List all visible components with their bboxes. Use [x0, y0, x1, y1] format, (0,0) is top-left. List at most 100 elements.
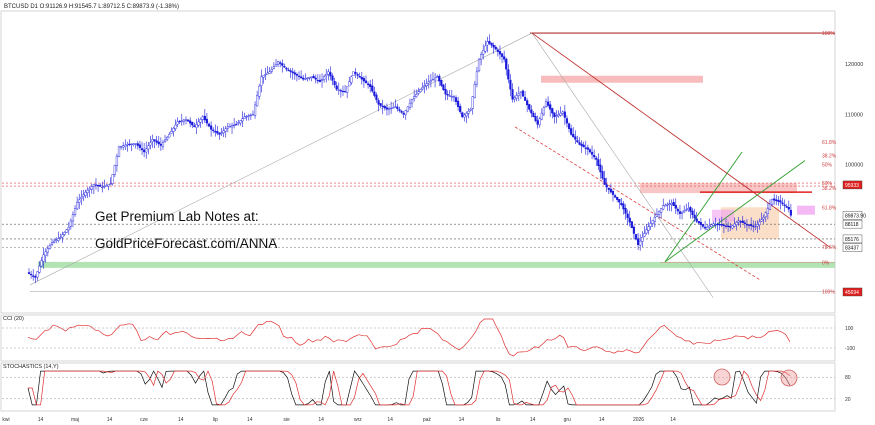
candle-down: [613, 195, 617, 198]
candle-up: [258, 85, 261, 97]
candle-down: [335, 85, 338, 90]
candle-down: [27, 272, 31, 274]
candle-up: [126, 144, 129, 146]
candle-up: [134, 143, 137, 145]
candle-up: [346, 86, 349, 93]
stoch-tick-label: 20: [845, 397, 851, 403]
price-tag-label: 83437: [845, 246, 859, 252]
price-tag-label: 85176: [845, 237, 859, 243]
y-tick-label: 120000: [845, 62, 863, 68]
candle-up: [756, 224, 759, 227]
candle-up: [124, 144, 127, 147]
candle-up: [477, 58, 481, 72]
candle-up: [758, 221, 761, 226]
candle-up: [708, 225, 711, 228]
candle-down: [553, 112, 556, 118]
candle-up: [63, 232, 66, 235]
candle-down: [339, 90, 342, 92]
candle-down: [446, 94, 449, 96]
candle-up: [308, 77, 311, 79]
candle-up: [433, 77, 437, 81]
candle-up: [647, 226, 650, 231]
candle-down: [207, 123, 211, 127]
candle-down: [775, 199, 778, 202]
candle-up: [247, 115, 250, 117]
candle-down: [530, 109, 533, 114]
x-tick-label: lis: [496, 417, 501, 423]
candle-up: [109, 183, 112, 185]
candle-up: [276, 61, 280, 65]
candle-down: [29, 273, 33, 276]
candle-down: [444, 88, 447, 95]
candle-down: [729, 226, 732, 228]
candle-up: [40, 260, 43, 267]
candle-up: [425, 83, 428, 86]
candle-up: [71, 214, 75, 222]
stoch-highlight-circle: [780, 369, 798, 387]
candle-down: [572, 133, 575, 138]
price-tag-label: 88118: [845, 222, 859, 228]
candle-up: [467, 111, 470, 114]
candle-down: [281, 63, 284, 66]
candle-up: [249, 114, 252, 116]
candle-up: [754, 226, 757, 228]
candle-down: [191, 122, 194, 126]
candle-down: [496, 49, 499, 52]
candle-up: [260, 76, 263, 86]
candle-down: [689, 207, 692, 212]
candle-up: [38, 265, 41, 273]
candle-down: [279, 62, 282, 64]
candle-down: [570, 128, 573, 135]
candle-down: [605, 184, 608, 188]
fib-label: 38.2%: [822, 153, 837, 159]
candle-down: [536, 120, 539, 125]
candle-up: [421, 87, 424, 90]
candle-down: [526, 100, 529, 106]
fib-label: 61.8%: [822, 206, 837, 212]
candle-down: [364, 80, 368, 84]
candle-down: [551, 108, 554, 114]
candle-up: [712, 223, 715, 226]
candle-down: [214, 131, 217, 133]
candle-down: [789, 209, 793, 216]
candle-up: [161, 142, 165, 147]
candle-up: [88, 188, 91, 190]
candle-down: [547, 101, 550, 106]
candle-down: [488, 41, 491, 44]
candle-down: [354, 72, 357, 74]
candle-up: [350, 76, 353, 83]
candle-up: [82, 194, 85, 197]
candle-down: [630, 221, 633, 229]
candle-up: [557, 114, 560, 117]
candle-up: [69, 220, 72, 227]
price-tag-box: [842, 287, 863, 297]
candle-up: [641, 237, 644, 242]
candle-down: [781, 202, 784, 205]
candle-up: [643, 233, 646, 237]
candle-down: [500, 53, 504, 57]
candle-down: [586, 147, 589, 150]
candle-up: [55, 239, 58, 241]
candle-down: [574, 136, 577, 140]
candle-down: [609, 188, 612, 193]
candle-up: [687, 207, 690, 210]
candle-down: [628, 217, 631, 223]
fib-label: 50%: [822, 163, 833, 169]
candle-down: [461, 112, 464, 118]
candle-up: [450, 95, 453, 98]
candle-up: [220, 132, 223, 134]
candle-up: [65, 229, 68, 233]
candle-down: [381, 105, 384, 108]
candle-down: [400, 110, 403, 113]
candle-up: [50, 242, 54, 245]
candle-down: [456, 100, 460, 108]
candle-down: [341, 90, 345, 93]
candle-down: [329, 72, 332, 77]
stoch-k-line: [27, 370, 791, 406]
candle-up: [452, 96, 456, 98]
candle-up: [337, 89, 340, 91]
candle-down: [528, 104, 531, 110]
candle-up: [540, 112, 543, 120]
candle-up: [266, 72, 269, 75]
candle-up: [237, 122, 240, 124]
